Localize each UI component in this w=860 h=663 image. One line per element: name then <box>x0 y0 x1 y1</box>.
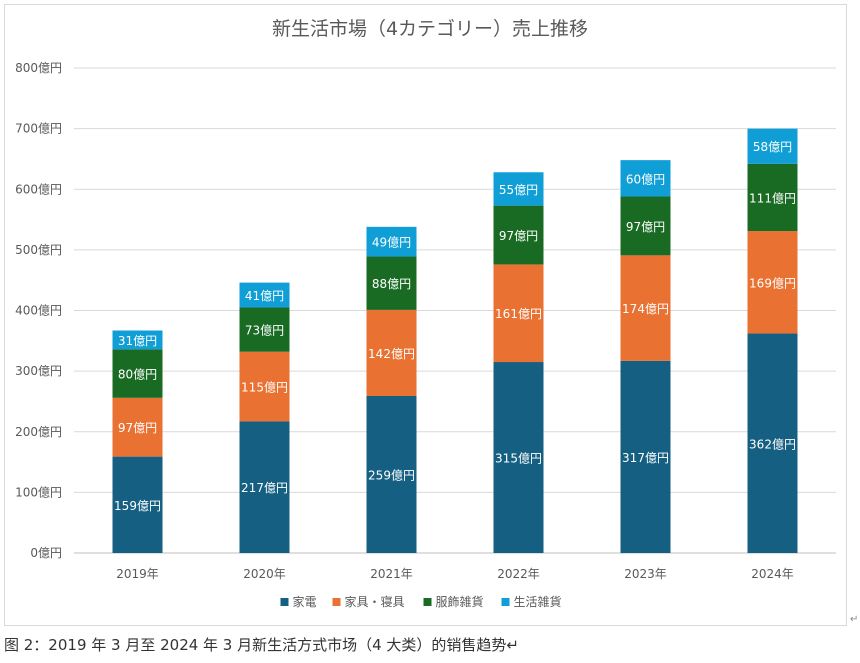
bar-segment <box>366 395 417 553</box>
bar-segment <box>239 307 290 352</box>
bar-segment <box>112 456 163 553</box>
data-label: 73億円 <box>245 324 284 338</box>
data-label: 142億円 <box>368 347 415 361</box>
x-tick-label: 2019年 <box>116 567 159 581</box>
data-label: 80億円 <box>118 368 157 382</box>
data-label: 174億円 <box>622 302 669 316</box>
y-tick-label: 500億円 <box>15 243 62 257</box>
data-label: 88億円 <box>372 277 411 291</box>
bar-segment <box>366 309 417 396</box>
x-tick-label: 2023年 <box>624 567 667 581</box>
data-label: 169億円 <box>749 276 796 290</box>
bar-segment <box>493 205 544 265</box>
y-tick-label: 300億円 <box>15 364 62 378</box>
data-label: 315億円 <box>495 452 542 466</box>
data-label: 217億円 <box>241 481 288 495</box>
bar-segment <box>747 333 798 553</box>
bar-segment <box>747 163 798 232</box>
data-label: 317億円 <box>622 451 669 465</box>
data-label: 115億円 <box>241 381 288 395</box>
legend-swatch <box>280 598 289 606</box>
x-tick-label: 2022年 <box>497 567 540 581</box>
legend-label: 服飾雑貨 <box>436 594 484 609</box>
x-tick-label: 2024年 <box>751 567 794 581</box>
data-label: 31億円 <box>118 334 157 348</box>
y-axis: 0億円 100億円 200億円 300億円 400億円 500億円 600億円 700億円 80… <box>15 61 62 560</box>
bar-segment <box>493 172 544 206</box>
y-tick-label: 200億円 <box>15 425 62 439</box>
y-tick-label: 0億円 <box>30 546 62 560</box>
data-label: 97億円 <box>118 421 157 435</box>
figure-caption: 图 2：2019 年 3 月至 2024 年 3 月新生活方式市场（4 大类）的… <box>4 636 520 654</box>
data-label: 58億円 <box>753 140 792 154</box>
bar-segment <box>493 362 544 553</box>
y-tick-label: 400億円 <box>15 304 62 318</box>
bar-segment <box>620 160 671 197</box>
legend-swatch <box>332 598 341 606</box>
bar-segment <box>239 282 290 308</box>
bar-segment <box>112 349 163 398</box>
bar-segment <box>620 196 671 256</box>
bar-segment <box>112 397 163 457</box>
return-mark: ↵ <box>850 614 859 625</box>
bar-segment <box>239 421 290 553</box>
x-tick-label: 2020年 <box>243 567 286 581</box>
gridlines <box>74 67 836 554</box>
bars <box>112 128 798 553</box>
bar-segment <box>620 360 671 553</box>
data-label: 259億円 <box>368 468 415 482</box>
data-label: 41億円 <box>245 289 284 303</box>
bar-segment <box>112 330 163 350</box>
data-label: 49億円 <box>372 236 411 250</box>
y-tick-label: 700億円 <box>15 122 62 136</box>
data-label: 60億円 <box>626 172 665 186</box>
bar-segment <box>620 255 671 361</box>
x-tick-label: 2021年 <box>370 567 413 581</box>
y-tick-label: 600億円 <box>15 182 62 196</box>
legend-label: 生活雑貨 <box>514 594 562 609</box>
legend-swatch <box>501 598 510 606</box>
data-label: 159億円 <box>114 499 161 513</box>
bar-segment <box>366 256 417 310</box>
legend-swatch <box>423 598 432 606</box>
legend-label: 家具・寝具 <box>345 594 405 609</box>
data-label: 97億円 <box>626 220 665 234</box>
bar-segment <box>366 226 417 257</box>
data-label: 55億円 <box>499 183 538 197</box>
bar-segment <box>239 351 290 422</box>
y-tick-label: 100億円 <box>15 485 62 499</box>
data-label: 362億円 <box>749 437 796 451</box>
chart-title: 新生活市場（4カテゴリー）売上推移 <box>272 18 588 40</box>
data-labels: 159億円 97億円 80億円 31億円 217億円 115億円 73億円 41億円 259億円… <box>114 140 796 513</box>
data-label: 97億円 <box>499 229 538 243</box>
data-label: 161億円 <box>495 307 542 321</box>
legend: 家電 家具・寝具 服飾雑貨 生活雑貨 <box>280 594 562 609</box>
y-tick-label: 800億円 <box>15 61 62 75</box>
data-label: 111億円 <box>749 191 796 205</box>
bar-segment <box>747 128 798 164</box>
bar-segment <box>747 231 798 334</box>
x-axis: 2019年 2020年 2021年 2022年 2023年 2024年 <box>116 567 794 581</box>
bar-segment <box>493 264 544 363</box>
legend-label: 家電 <box>293 594 317 609</box>
